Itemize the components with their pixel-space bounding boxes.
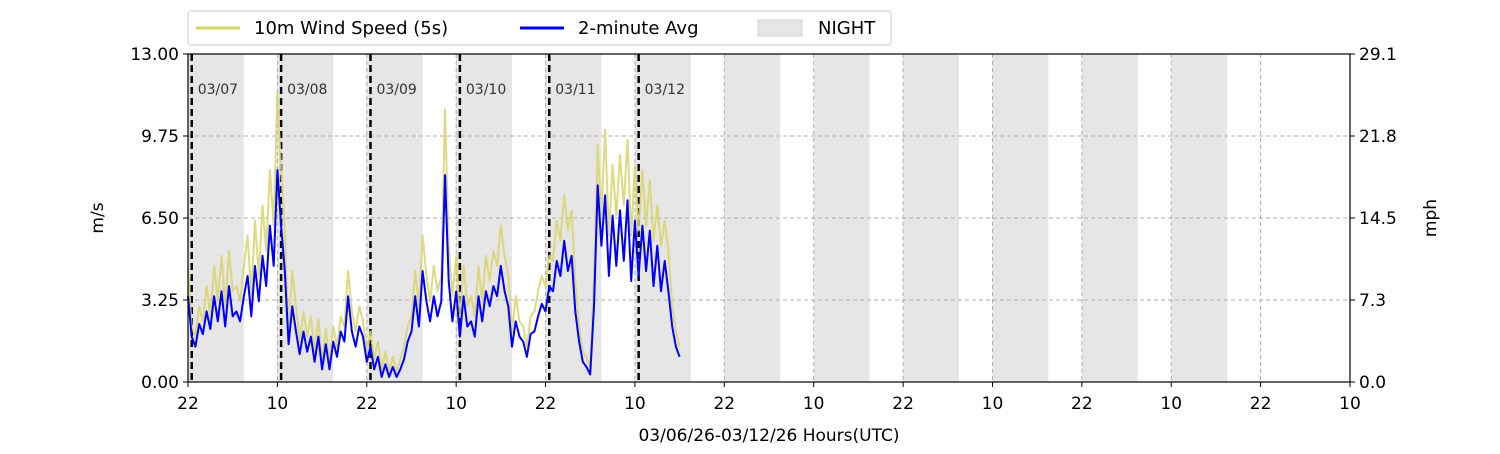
- x-tick-label: 10: [982, 394, 1004, 414]
- x-tick-label: 10: [624, 394, 646, 414]
- legend-label: 10m Wind Speed (5s): [254, 18, 448, 39]
- day-marker-label: 03/10: [466, 82, 506, 98]
- x-tick-label: 10: [1339, 394, 1361, 414]
- y-tick-label-right: 29.1: [1359, 45, 1397, 65]
- series-layer: [187, 90, 681, 378]
- series-line-wind-5s: [187, 90, 681, 373]
- x-tick-label: 22: [177, 394, 199, 414]
- y-axis-label-left: m/s: [88, 202, 108, 233]
- y-tick-label-left: 13.00: [130, 45, 179, 65]
- day-marker-label: 03/09: [376, 82, 416, 98]
- x-tick-label: 22: [713, 394, 735, 414]
- x-tick-label: 22: [1071, 394, 1093, 414]
- y-tick-label-right: 21.8: [1359, 127, 1397, 147]
- y-tick-label-left: 9.75: [141, 127, 179, 147]
- legend: 10m Wind Speed (5s) 2-minute Avg NIGHT: [187, 10, 892, 46]
- axes-layer: 0.00 3.25 6.50 9.75 13.00 0.0 7.3 14.5 21.8 29.1 2…: [88, 45, 1441, 446]
- x-tick-label: 10: [1160, 394, 1182, 414]
- x-tick-label: 22: [356, 394, 378, 414]
- legend-swatch-patch: [757, 19, 803, 37]
- y-axis-label-right: mph: [1421, 199, 1441, 237]
- grid-layer: [188, 54, 1350, 382]
- y-tick-label-left: 0.00: [141, 373, 179, 393]
- x-tick-label: 22: [535, 394, 557, 414]
- legend-label: 2-minute Avg: [578, 18, 699, 39]
- x-tick-label: 22: [892, 394, 914, 414]
- x-tick-label: 10: [445, 394, 467, 414]
- day-marker-label: 03/08: [287, 82, 327, 98]
- x-tick-label: 10: [803, 394, 825, 414]
- day-marker-label: 03/12: [645, 82, 685, 98]
- day-marker-label: 03/11: [555, 82, 595, 98]
- y-tick-label-right: 0.0: [1359, 373, 1386, 393]
- legend-label: NIGHT: [818, 18, 876, 39]
- x-tick-label: 10: [267, 394, 289, 414]
- y-tick-label-left: 3.25: [141, 291, 179, 311]
- day-marker-layer: 03/07 03/08 03/09 03/10 03/11 03/12: [190, 54, 685, 382]
- y-tick-label-right: 7.3: [1359, 291, 1386, 311]
- y-tick-label-right: 14.5: [1359, 209, 1397, 229]
- x-tick-label: 22: [1250, 394, 1272, 414]
- series-line-2min-avg: [187, 169, 681, 378]
- x-axis-label: 03/06/26-03/12/26 Hours(UTC): [638, 426, 899, 446]
- day-marker-label: 03/07: [198, 82, 238, 98]
- y-tick-label-left: 6.50: [141, 209, 179, 229]
